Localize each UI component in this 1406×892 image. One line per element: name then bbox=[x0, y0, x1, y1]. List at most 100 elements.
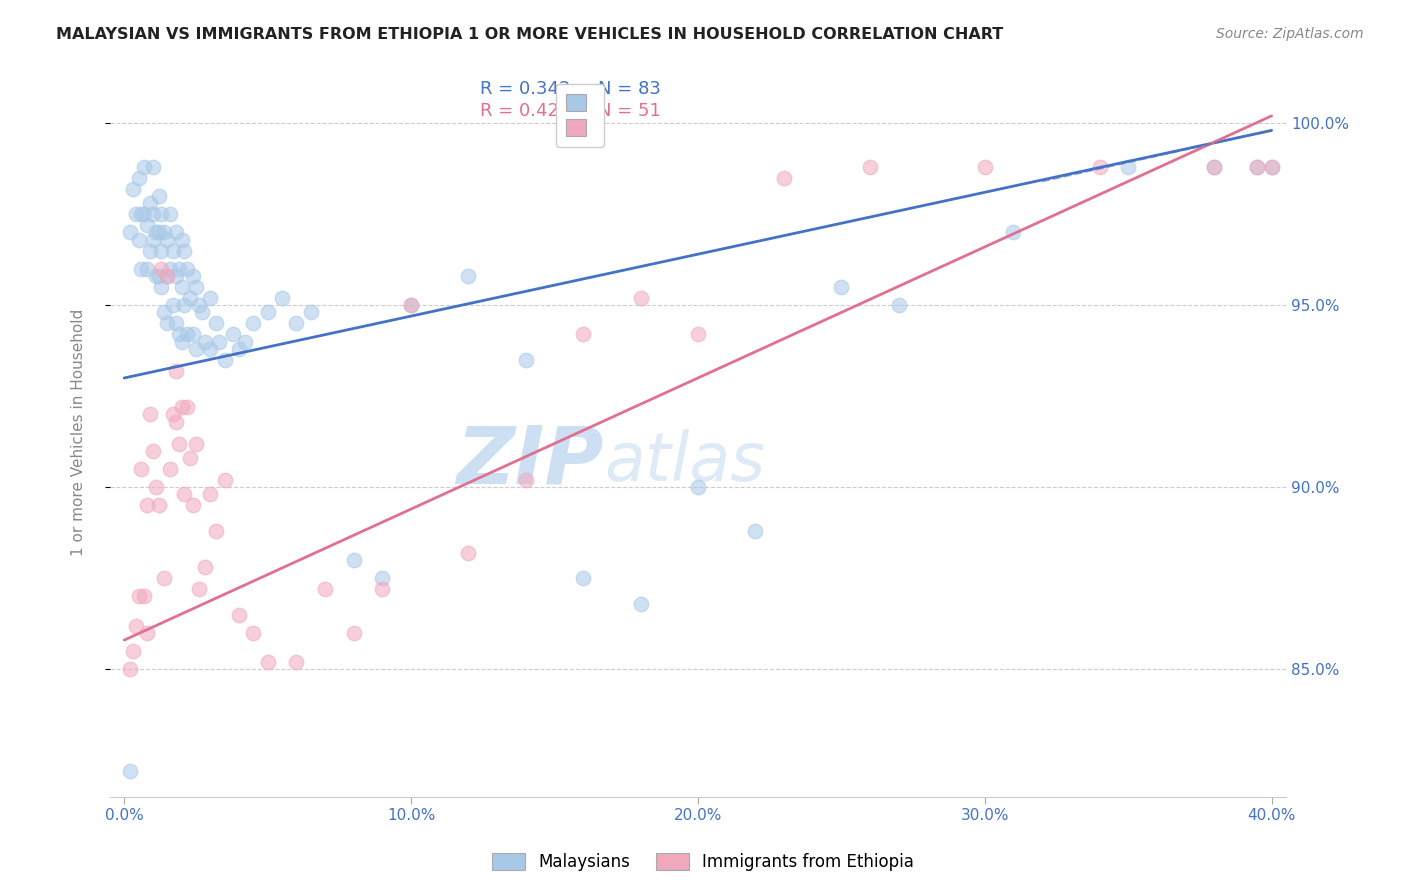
Point bbox=[173, 244, 195, 258]
Point bbox=[399, 298, 422, 312]
Point bbox=[118, 764, 141, 779]
Point bbox=[162, 298, 184, 312]
Point bbox=[148, 189, 170, 203]
Point bbox=[136, 261, 159, 276]
Point bbox=[170, 233, 193, 247]
Point bbox=[1260, 160, 1282, 174]
Point bbox=[159, 207, 181, 221]
Point bbox=[170, 400, 193, 414]
Point bbox=[179, 291, 201, 305]
Point bbox=[136, 625, 159, 640]
Point bbox=[145, 480, 167, 494]
Point bbox=[150, 207, 173, 221]
Point bbox=[744, 524, 766, 538]
Text: ZIP: ZIP bbox=[457, 423, 603, 500]
Point bbox=[145, 225, 167, 239]
Point bbox=[150, 244, 173, 258]
Point bbox=[165, 364, 187, 378]
Point bbox=[145, 268, 167, 283]
Point bbox=[773, 170, 796, 185]
Text: N = 83: N = 83 bbox=[598, 80, 661, 98]
Point bbox=[457, 546, 479, 560]
Point bbox=[256, 305, 278, 319]
Point bbox=[165, 317, 187, 331]
Point bbox=[457, 268, 479, 283]
Point bbox=[134, 160, 156, 174]
Point bbox=[214, 473, 236, 487]
Point bbox=[515, 352, 537, 367]
Point bbox=[150, 261, 173, 276]
Point bbox=[1260, 160, 1282, 174]
Point bbox=[148, 225, 170, 239]
Point bbox=[184, 342, 207, 356]
Point bbox=[200, 291, 222, 305]
Text: N = 51: N = 51 bbox=[598, 102, 661, 120]
Point bbox=[118, 662, 141, 676]
Point bbox=[173, 298, 195, 312]
Point bbox=[176, 261, 198, 276]
Point bbox=[859, 160, 882, 174]
Text: atlas: atlas bbox=[603, 429, 765, 495]
Point bbox=[187, 582, 209, 596]
Point bbox=[179, 451, 201, 466]
Point bbox=[371, 582, 394, 596]
Point bbox=[142, 207, 165, 221]
Text: Source: ZipAtlas.com: Source: ZipAtlas.com bbox=[1216, 27, 1364, 41]
Point bbox=[148, 268, 170, 283]
Point bbox=[156, 233, 179, 247]
Point bbox=[1116, 160, 1139, 174]
Point bbox=[193, 560, 215, 574]
Point bbox=[142, 233, 165, 247]
Point bbox=[128, 233, 150, 247]
Point bbox=[156, 268, 179, 283]
Point bbox=[150, 280, 173, 294]
Point bbox=[1204, 160, 1226, 174]
Text: MALAYSIAN VS IMMIGRANTS FROM ETHIOPIA 1 OR MORE VEHICLES IN HOUSEHOLD CORRELATIO: MALAYSIAN VS IMMIGRANTS FROM ETHIOPIA 1 … bbox=[56, 27, 1004, 42]
Point bbox=[156, 268, 179, 283]
Point bbox=[371, 571, 394, 585]
Text: R = 0.426: R = 0.426 bbox=[481, 102, 571, 120]
Point bbox=[184, 436, 207, 450]
Point bbox=[139, 196, 162, 211]
Point bbox=[124, 207, 146, 221]
Point bbox=[1088, 160, 1111, 174]
Point bbox=[124, 618, 146, 632]
Point bbox=[205, 524, 228, 538]
Point bbox=[233, 334, 256, 349]
Point bbox=[148, 499, 170, 513]
Point bbox=[165, 415, 187, 429]
Point bbox=[973, 160, 995, 174]
Point bbox=[181, 268, 204, 283]
Point bbox=[285, 655, 308, 669]
Point bbox=[314, 582, 336, 596]
Point bbox=[256, 655, 278, 669]
Point bbox=[1002, 225, 1025, 239]
Point bbox=[515, 473, 537, 487]
Point bbox=[271, 291, 294, 305]
Point bbox=[181, 327, 204, 342]
Point bbox=[887, 298, 910, 312]
Point bbox=[156, 317, 179, 331]
Point bbox=[118, 225, 141, 239]
Point bbox=[228, 342, 250, 356]
Point bbox=[686, 480, 709, 494]
Point bbox=[153, 305, 176, 319]
Point bbox=[343, 625, 366, 640]
Point bbox=[242, 317, 264, 331]
Point bbox=[208, 334, 231, 349]
Legend: , : , bbox=[557, 84, 605, 147]
Point bbox=[170, 334, 193, 349]
Text: R = 0.342: R = 0.342 bbox=[481, 80, 571, 98]
Point bbox=[159, 462, 181, 476]
Point bbox=[131, 462, 153, 476]
Point bbox=[142, 160, 165, 174]
Point bbox=[572, 571, 595, 585]
Point bbox=[121, 182, 143, 196]
Point bbox=[167, 436, 190, 450]
Point bbox=[173, 487, 195, 501]
Point bbox=[343, 553, 366, 567]
Point bbox=[1246, 160, 1268, 174]
Point bbox=[1204, 160, 1226, 174]
Point bbox=[136, 218, 159, 232]
Point bbox=[228, 607, 250, 622]
